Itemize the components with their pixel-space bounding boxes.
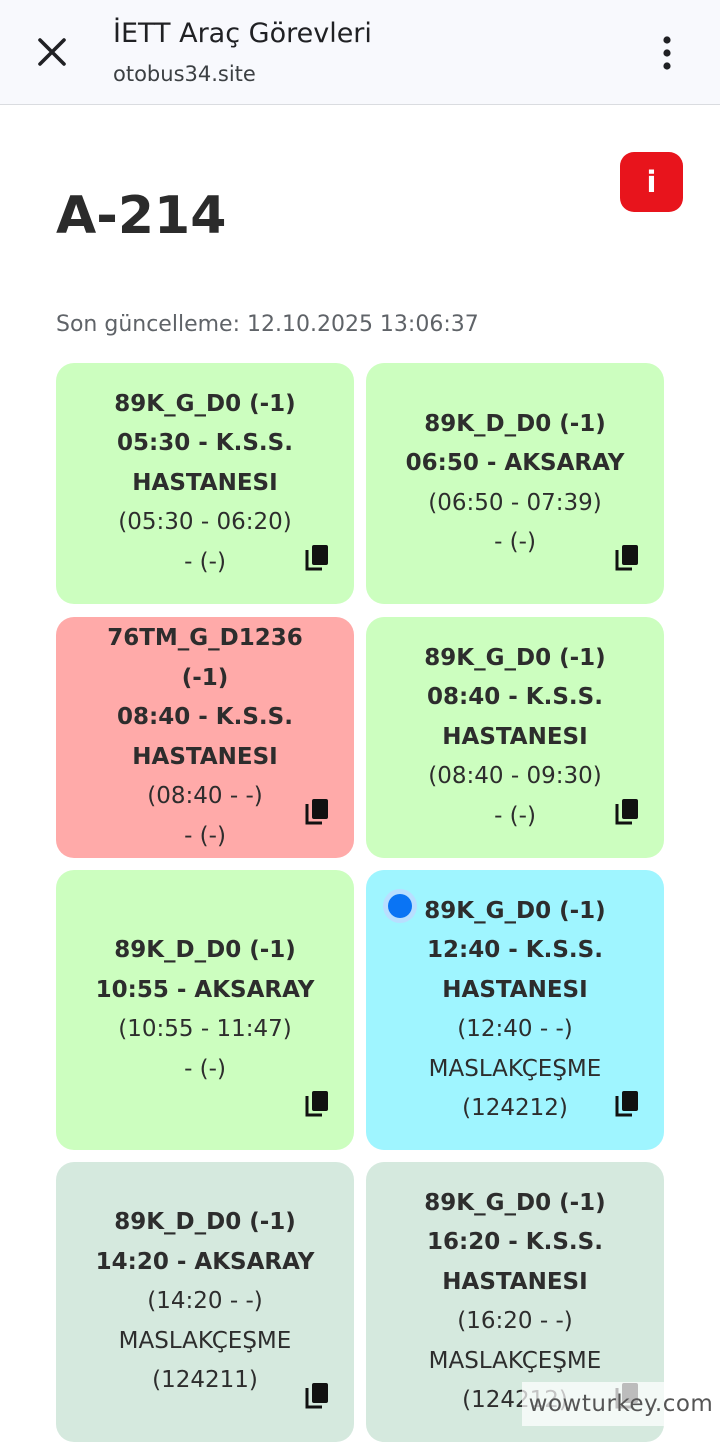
route-code: 89K_G_D0 (-1) [114,390,296,417]
last-updated-text: Son güncelleme: 12.10.2025 13:06:37 [56,312,479,337]
stop-name: - (-) [184,548,226,575]
departure-line: 08:40 - K.S.S. [427,684,603,711]
active-indicator-dot [388,894,412,918]
time-range: (16:20 - -) [457,1308,573,1334]
route-code: 89K_G_D0 (-1) [424,644,606,671]
stop-code: (124212) [462,1095,568,1121]
route-code: 89K_G_D0 (-1) [424,897,606,924]
stop-name: - (-) [184,1055,226,1082]
page-title: A-214 [56,186,227,246]
close-icon[interactable] [34,34,70,70]
browser-toolbar: İETT Araç Görevleri otobus34.site [0,0,720,105]
task-card[interactable]: 89K_G_D0 (-1) 08:40 - K.S.S. HASTANESI (… [366,617,664,858]
task-card[interactable]: 89K_D_D0 (-1) 14:20 - AKSARAY (14:20 - -… [56,1162,354,1442]
copy-icon[interactable] [615,1090,639,1118]
copy-icon[interactable] [615,544,639,572]
time-range: (06:50 - 07:39) [428,489,602,516]
departure-line: 10:55 - AKSARAY [95,976,315,1003]
task-card[interactable]: 89K_D_D0 (-1) 10:55 - AKSARAY (10:55 - 1… [56,870,354,1150]
copy-icon[interactable] [305,1382,329,1410]
stop-name: - (-) [494,529,536,555]
departure-line: 06:50 - AKSARAY [405,450,625,476]
copy-icon[interactable] [305,544,329,572]
destination-line: HASTANESI [442,1268,588,1295]
route-code: 76TM_G_D1236 (-1) [107,625,303,691]
departure-line: 05:30 - K.S.S. [117,430,293,457]
route-code: 89K_D_D0 (-1) [114,937,296,963]
departure-line: 08:40 - K.S.S. [117,704,293,730]
stop-name: - (-) [184,822,226,849]
more-vert-icon[interactable] [652,34,682,72]
task-card[interactable]: 76TM_G_D1236 (-1) 08:40 - K.S.S. HASTANE… [56,617,354,858]
departure-line: 14:20 - AKSARAY [95,1248,315,1275]
destination-line: HASTANESI [132,469,278,496]
destination-line: HASTANESI [132,743,278,770]
route-code: 89K_D_D0 (-1) [424,410,606,437]
stop-code: (124211) [152,1367,258,1394]
stop-name: - (-) [494,802,536,829]
time-range: (14:20 - -) [147,1288,263,1315]
browser-url: otobus34.site [113,62,256,86]
info-button[interactable]: i [620,152,683,212]
destination-line: HASTANESI [442,976,588,1003]
info-icon: i [646,165,657,199]
copy-icon[interactable] [615,798,639,826]
time-range: (10:55 - 11:47) [118,1016,292,1042]
stop-name: MASLAKÇEŞME [118,1327,292,1354]
task-card[interactable]: 89K_G_D0 (-1) 05:30 - K.S.S. HASTANESI (… [56,363,354,604]
destination-line: HASTANESI [442,723,588,750]
departure-line: 16:20 - K.S.S. [427,1229,603,1255]
stop-name: MASLAKÇEŞME [428,1347,602,1374]
route-code: 89K_G_D0 (-1) [424,1189,606,1216]
time-range: (08:40 - -) [147,783,263,809]
task-card-active[interactable]: 89K_G_D0 (-1) 12:40 - K.S.S. HASTANESI (… [366,870,664,1150]
copy-icon[interactable] [305,1090,329,1118]
time-range: (08:40 - 09:30) [428,763,602,790]
time-range: (12:40 - -) [457,1016,573,1042]
route-code: 89K_D_D0 (-1) [114,1209,296,1236]
stop-name: MASLAKÇEŞME [428,1055,602,1082]
departure-line: 12:40 - K.S.S. [427,937,603,963]
watermark: wowturkey.com [522,1382,720,1426]
time-range: (05:30 - 06:20) [118,509,292,536]
copy-icon[interactable] [305,798,329,826]
browser-page-title: İETT Araç Görevleri [113,18,372,49]
task-card[interactable]: 89K_D_D0 (-1) 06:50 - AKSARAY (06:50 - 0… [366,363,664,604]
